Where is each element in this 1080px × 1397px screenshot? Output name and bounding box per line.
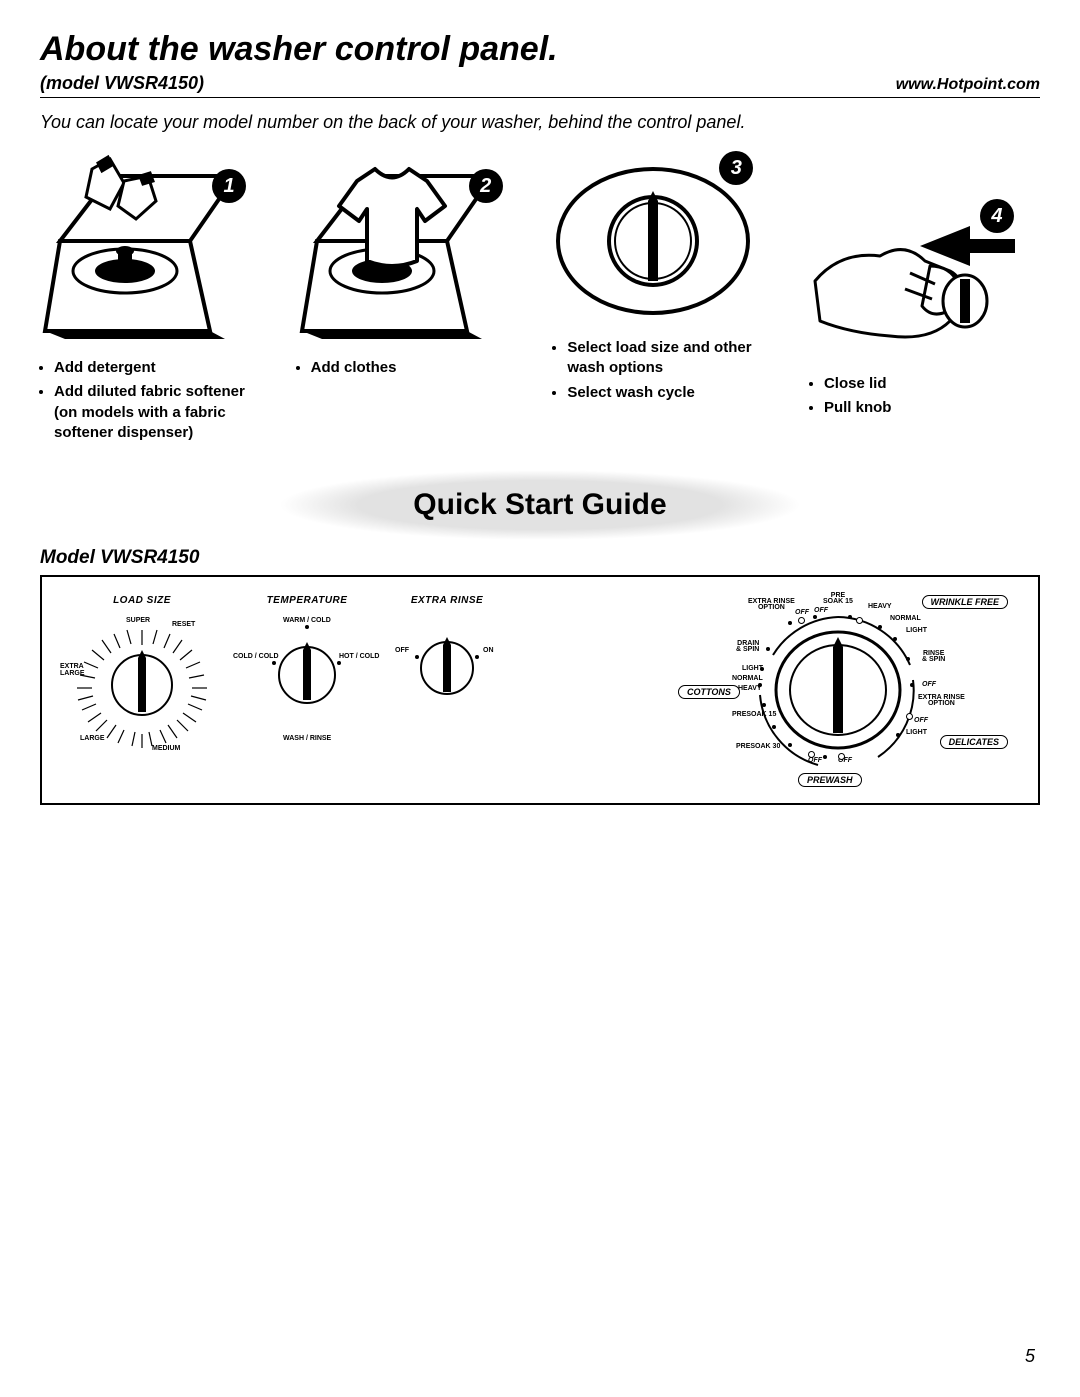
label-off4: OFF (914, 717, 928, 724)
label-reset: RESET (172, 621, 195, 628)
step-1-illustration: 1 (40, 151, 240, 346)
label-light2: LIGHT (906, 729, 927, 736)
label-wash-rinse: WASH / RINSE (283, 735, 331, 742)
label-super: SUPER (126, 617, 150, 624)
label-extra-rinse-opt: EXTRA RINSEOPTION (748, 599, 795, 612)
pill-wrinkle-free: WRINKLE FREE (922, 595, 1009, 609)
step-4-bullets: Close lid Pull knob (810, 374, 892, 423)
label-extra-large: EXTRALARGE (60, 663, 85, 677)
bullet: Pull knob (824, 398, 892, 418)
step-badge-1: 1 (212, 169, 246, 203)
label-hot-cold: HOT / COLD (339, 653, 379, 660)
washer-clothes-icon (297, 151, 497, 341)
step-3-illustration: 3 (553, 161, 753, 326)
intro-text: You can locate your model number on the … (40, 112, 1040, 133)
step-badge-2: 2 (469, 169, 503, 203)
step-2-illustration: 2 (297, 151, 497, 346)
step-2: 2 Add clothes (297, 151, 527, 382)
label-normal2: NORMAL (732, 675, 763, 682)
bullet: Select load size and other wash options (567, 338, 777, 379)
step-2-bullets: Add clothes (297, 358, 397, 382)
page-number: 5 (1025, 1346, 1035, 1367)
extra-rinse-dial-icon (387, 610, 507, 720)
control-panel-diagram: LOAD SIZE (40, 575, 1040, 805)
bullet: Close lid (824, 374, 892, 394)
label-medium: MEDIUM (152, 745, 180, 752)
cycle-knob: COTTONS WRINKLE FREE DELICATES PREWASH E… (638, 585, 1018, 795)
temperature-knob: TEMPERATURE WARM / COLD COLD / COLD HOT … (237, 595, 377, 745)
label-off2: OFF (814, 607, 828, 614)
label-off3: OFF (922, 681, 936, 688)
step-1: 1 Add detergent Add diluted fabric softe… (40, 151, 270, 447)
manual-page: About the washer control panel. (model V… (0, 0, 1080, 1397)
subheader-row: (model VWSR4150) www.Hotpoint.com (40, 73, 1040, 98)
label-presoak15b: PRESOAK 15 (732, 711, 776, 718)
load-size-knob: LOAD SIZE (62, 595, 222, 765)
step-4: 4 Close lid Pull knob (810, 151, 1040, 423)
quick-steps-row: 1 Add detergent Add diluted fabric softe… (40, 151, 1040, 447)
label-warm-cold: WARM / COLD (283, 617, 331, 624)
label-normal: NORMAL (890, 615, 921, 622)
label-on: ON (483, 647, 494, 654)
label-cold-cold: COLD / COLD (233, 653, 279, 660)
bullet: Add clothes (311, 358, 397, 378)
pill-prewash: PREWASH (798, 773, 862, 787)
label-heavy: HEAVY (868, 603, 892, 610)
panel-model-label: Model VWSR4150 (40, 547, 1040, 569)
label-drain-spin: DRAIN& SPIN (736, 641, 759, 654)
extra-rinse-knob: EXTRA RINSE OFF ON (387, 595, 507, 725)
washer-detergent-icon (40, 151, 240, 341)
label-extra-rinse-opt2: EXTRA RINSEOPTION (918, 695, 965, 708)
bullet: Select wash cycle (567, 383, 777, 403)
knob-title: EXTRA RINSE (387, 595, 507, 606)
temperature-dial-icon (237, 610, 377, 740)
step-1-bullets: Add detergent Add diluted fabric softene… (40, 358, 264, 447)
label-off: OFF (395, 647, 409, 654)
brand-url: www.Hotpoint.com (896, 76, 1040, 94)
label-presoak15: PRESOAK 15 (823, 593, 853, 606)
label-large: LARGE (80, 735, 105, 742)
knob-title: LOAD SIZE (62, 595, 222, 606)
quick-start-banner: Quick Start Guide (280, 470, 800, 540)
knob-title: TEMPERATURE (237, 595, 377, 606)
pill-cottons: COTTONS (678, 685, 740, 699)
step-3-bullets: Select load size and other wash options … (553, 338, 777, 407)
label-off1: OFF (795, 609, 809, 616)
bullet: Add detergent (54, 358, 264, 378)
step-4-illustration: 4 (810, 211, 1020, 356)
bullet: Add diluted fabric softener (on models w… (54, 382, 264, 443)
label-rinse-spin: RINSE& SPIN (922, 651, 945, 664)
dial-icon (553, 161, 753, 321)
step-badge-4: 4 (980, 199, 1014, 233)
page-title: About the washer control panel. (40, 30, 1040, 69)
step-3: 3 Select load size and other wash option… (553, 151, 783, 407)
hand-knob-icon (810, 211, 1020, 351)
label-presoak30: PRESOAK 30 (736, 743, 780, 750)
model-subtitle: (model VWSR4150) (40, 73, 204, 94)
label-off5: OFF (808, 757, 822, 764)
label-light: LIGHT (906, 627, 927, 634)
pill-delicates: DELICATES (940, 735, 1008, 749)
